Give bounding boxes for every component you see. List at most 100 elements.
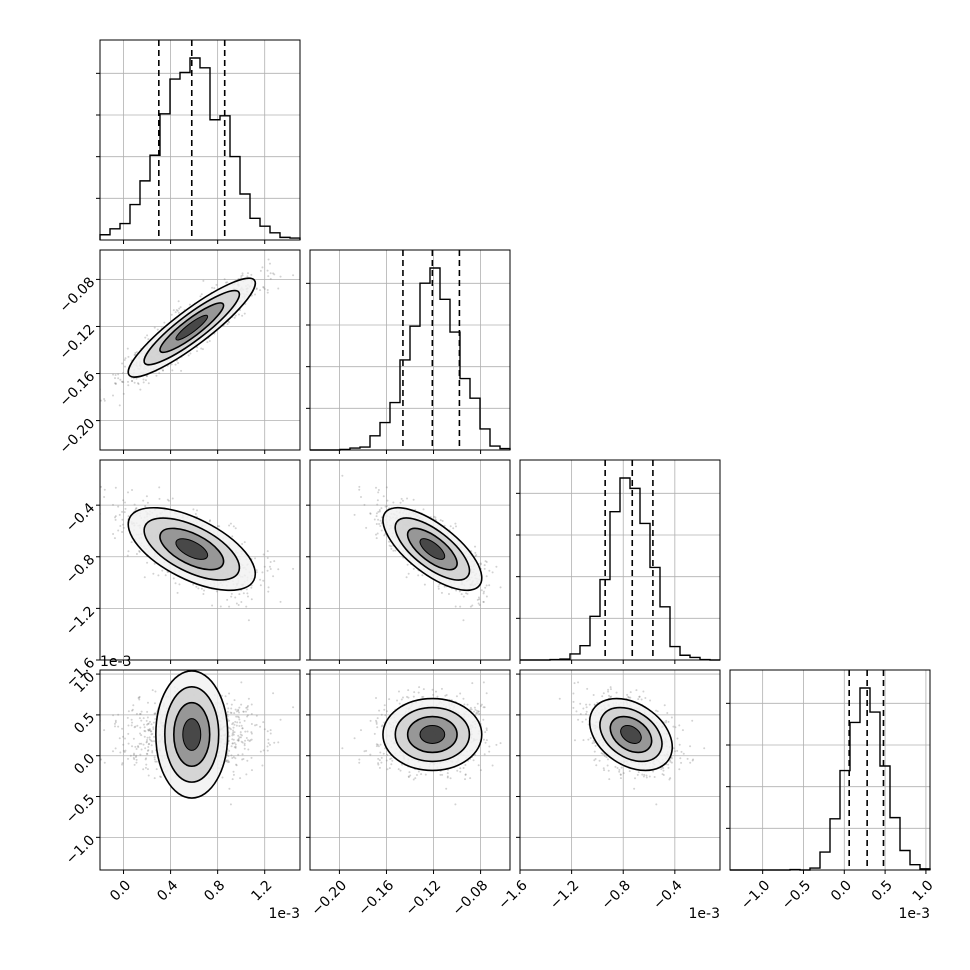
sample-point: [263, 565, 266, 568]
sample-point: [133, 726, 136, 729]
sample-point: [158, 372, 161, 375]
sample-point: [412, 778, 415, 781]
sample-point: [230, 711, 233, 714]
sample-point: [177, 361, 180, 364]
sample-point: [245, 736, 248, 739]
sample-point: [272, 272, 275, 275]
sample-point: [117, 529, 120, 532]
sample-point: [261, 266, 264, 269]
sample-point: [420, 773, 423, 776]
sample-point: [444, 694, 447, 697]
sample-point: [358, 488, 361, 491]
sample-point: [443, 585, 446, 588]
sample-point: [144, 505, 147, 508]
sample-point: [153, 740, 156, 743]
sample-point: [112, 503, 115, 506]
sample-point: [375, 486, 378, 489]
hist-panel-2: [516, 459, 721, 664]
sample-point: [117, 713, 120, 716]
sample-point: [157, 574, 160, 577]
sample-point: [244, 710, 247, 713]
sample-point: [412, 695, 415, 698]
sample-point: [246, 715, 249, 718]
sample-point: [143, 576, 146, 579]
sample-point: [228, 787, 231, 790]
sample-point: [121, 362, 124, 365]
sample-point: [113, 722, 116, 725]
sample-point: [242, 592, 245, 595]
sample-point: [231, 738, 234, 741]
sample-point: [241, 753, 244, 756]
sample-point: [142, 499, 145, 502]
sample-point: [143, 735, 146, 738]
sample-point: [250, 732, 253, 735]
sample-point: [153, 758, 156, 761]
sample-point: [234, 746, 237, 749]
sample-point: [188, 303, 191, 306]
sample-point: [215, 590, 218, 593]
sample-point: [174, 311, 177, 314]
scatter-points: [100, 258, 295, 407]
sample-point: [199, 295, 202, 298]
sample-point: [376, 532, 379, 535]
sample-point: [234, 596, 237, 599]
sample-point: [122, 392, 125, 395]
sample-point: [471, 604, 474, 607]
sample-point: [245, 706, 248, 709]
sample-point: [399, 501, 402, 504]
sample-point: [454, 605, 457, 608]
sample-point: [376, 743, 379, 746]
sample-point: [400, 698, 403, 701]
sample-point: [150, 733, 153, 736]
sample-point: [149, 739, 152, 742]
sample-point: [137, 382, 140, 385]
sample-point: [139, 713, 142, 716]
sample-point: [156, 328, 159, 331]
sample-point: [226, 702, 229, 705]
sample-point: [103, 729, 106, 732]
sample-point: [127, 355, 130, 358]
sample-point: [234, 527, 237, 530]
sample-point: [380, 529, 383, 532]
sample-point: [240, 600, 243, 603]
sample-point: [123, 501, 126, 504]
sample-point: [259, 750, 262, 753]
sample-point: [112, 714, 115, 717]
sample-point: [239, 731, 242, 734]
sample-point: [142, 723, 145, 726]
sample-point: [148, 738, 151, 741]
sample-point: [245, 773, 248, 776]
sample-point: [246, 275, 249, 278]
scatter-points: [100, 485, 295, 622]
sample-point: [227, 707, 230, 710]
sample-point: [228, 735, 231, 738]
sample-point: [142, 717, 145, 720]
sample-point: [246, 708, 249, 711]
sample-point: [268, 262, 271, 265]
sample-point: [231, 734, 234, 737]
sample-point: [455, 589, 458, 592]
sample-point: [263, 728, 266, 731]
sample-point: [154, 717, 157, 720]
sample-point: [273, 560, 276, 563]
sample-point: [153, 712, 156, 715]
sample-point: [138, 696, 141, 699]
sample-point: [483, 564, 486, 567]
sample-point: [177, 300, 180, 303]
sample-point: [121, 530, 124, 533]
sample-point: [114, 373, 117, 376]
sample-point: [390, 547, 393, 550]
sample-point: [130, 541, 133, 544]
sample-point: [266, 291, 269, 294]
sample-point: [241, 727, 244, 730]
sample-point: [292, 274, 295, 277]
sample-point: [406, 497, 409, 500]
sample-point: [269, 561, 272, 564]
sample-point: [211, 286, 214, 289]
sample-point: [462, 767, 465, 770]
sample-point: [369, 512, 372, 515]
sample-point: [236, 739, 239, 742]
sample-point: [229, 522, 232, 525]
sample-point: [230, 703, 233, 706]
sample-point: [365, 526, 368, 529]
